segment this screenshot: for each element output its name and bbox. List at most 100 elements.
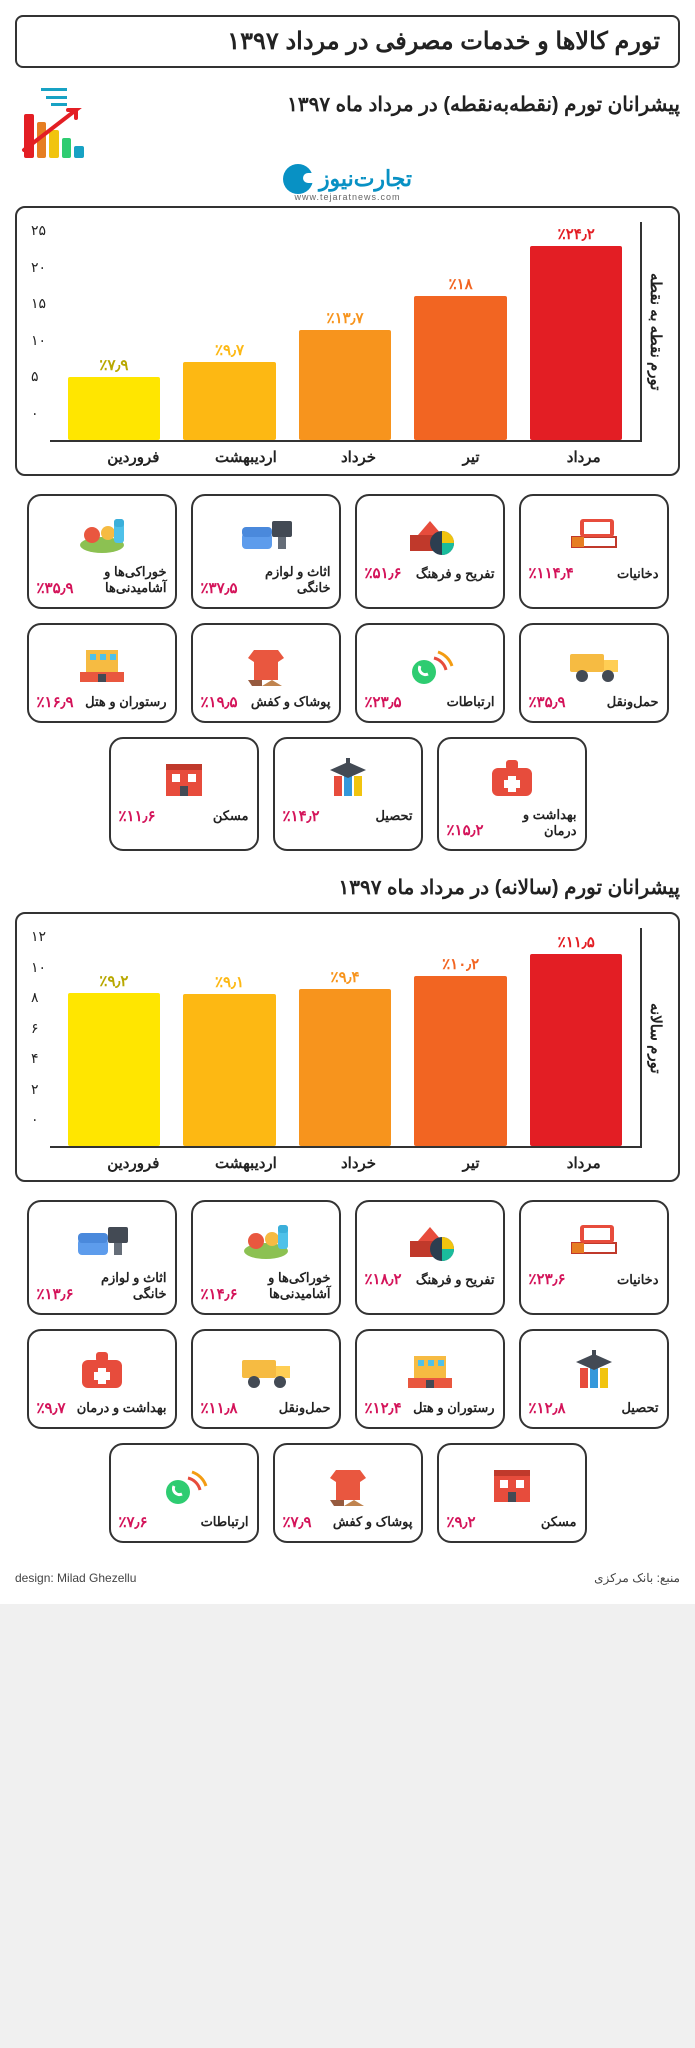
category-card: مسکن ٪۹٫۲ (437, 1443, 587, 1543)
category-card: خوراکی‌ها و آشامیدنی‌ها٪۱۴٫۶ (191, 1200, 341, 1315)
recreation-icon (394, 504, 466, 560)
card-percent: ٪۲۳٫۵ (365, 693, 402, 711)
section-2-title: پیشرانان تورم (سالانه) در مرداد ماه ۱۳۹۷ (15, 875, 680, 900)
card-label: دخانیات (617, 566, 659, 582)
card-percent: ٪۷٫۹ (283, 1513, 312, 1531)
card-label: مسکن (541, 1514, 577, 1530)
card-label: مسکن (213, 808, 249, 824)
food-icon (230, 1210, 302, 1266)
card-label: پوشاک و کفش (333, 1514, 413, 1530)
card-label: تفریح و فرهنگ (416, 1272, 495, 1288)
section-1-header: پیشرانان تورم (نقطه‌به‌نقطه) در مرداد ما… (15, 82, 680, 158)
category-card: خوراکی‌ها و آشامیدنی‌ها٪۳۵٫۹ (27, 494, 177, 609)
bar: ٪۱۱٫۵ (530, 933, 622, 1146)
category-card: حمل‌ونقل ٪۳۵٫۹ (519, 623, 669, 723)
category-card: تفریح و فرهنگ ٪۱۸٫۲ (355, 1200, 505, 1315)
health-icon (476, 747, 548, 803)
category-card: دخانیات٪۱۱۴٫۴ (519, 494, 669, 609)
card-label: اثاث و لوازم خانگی (78, 1270, 167, 1303)
housing-icon (148, 747, 220, 803)
chart-2-yticks: ۱۲۱۰۸۶۴۲۰ (27, 928, 50, 1148)
card-percent: ٪۱۳٫۶ (37, 1285, 74, 1303)
furniture-icon (230, 504, 302, 560)
card-percent: ٪۱۱٫۸ (201, 1399, 238, 1417)
card-label: رستوران و هتل (413, 1400, 494, 1416)
tobacco-icon (558, 504, 630, 560)
card-label: حمل‌ونقل (279, 1400, 331, 1416)
card-percent: ٪۳۷٫۵ (201, 579, 238, 597)
transport-icon (230, 1339, 302, 1395)
chart-2-xlabels: مردادتیرخرداداردیبهشتفروردین (27, 1148, 668, 1172)
card-percent: ٪۷٫۶ (119, 1513, 148, 1531)
clothing-icon (312, 1453, 384, 1509)
category-card: مسکن ٪۱۱٫۶ (109, 737, 259, 852)
category-card: پوشاک و کفش ٪۱۹٫۵ (191, 623, 341, 723)
card-label: حمل‌ونقل (607, 694, 659, 710)
housing-icon (476, 1453, 548, 1509)
tobacco-icon (558, 1210, 630, 1266)
category-card: اثاث و لوازم خانگی٪۱۳٫۶ (27, 1200, 177, 1315)
chart-2-ylabel: تورم سالانه (642, 928, 668, 1148)
card-label: رستوران و هتل (85, 694, 166, 710)
category-card: اثاث و لوازم خانگی٪۳۷٫۵ (191, 494, 341, 609)
card-label: تفریح و فرهنگ (416, 566, 495, 582)
transport-icon (558, 633, 630, 689)
brand-logo: تجارت‌نیوز www.tejaratnews.com (15, 164, 680, 202)
category-card: رستوران و هتل ٪۱۶٫۹ (27, 623, 177, 723)
card-percent: ٪۱۵٫۲ (447, 821, 484, 839)
card-label: دخانیات (617, 1272, 659, 1288)
source-text: منبع: بانک مرکزی (594, 1571, 680, 1585)
bar: ٪۱۰٫۲ (414, 955, 506, 1146)
brand-text: تجارت‌نیوز (319, 166, 412, 192)
category-card: تفریح و فرهنگ٪۵۱٫۶ (355, 494, 505, 609)
card-percent: ٪۱۹٫۵ (201, 693, 238, 711)
card-percent: ٪۱۶٫۹ (37, 693, 74, 711)
health-icon (66, 1339, 138, 1395)
card-label: تحصیل (375, 808, 412, 824)
bar: ٪۹٫۷ (183, 341, 275, 440)
hotel-icon (394, 1339, 466, 1395)
card-label: اثاث و لوازم خانگی (242, 564, 331, 597)
footer: منبع: بانک مرکزی design: Milad Ghezellu (15, 1567, 680, 1589)
category-grid-1: دخانیات٪۱۱۴٫۴تفریح و فرهنگ٪۵۱٫۶اثاث و لو… (15, 494, 680, 851)
category-grid-2: دخانیات٪۲۳٫۶ تفریح و فرهنگ ٪۱۸٫۲ خوراکی‌ها … (15, 1200, 680, 1543)
card-label: ارتباطات (447, 694, 495, 710)
chart-1-box: تورم نقطه به نقطه ٪۲۴٫۲٪۱۸٪۱۳٫۷٪۹٫۷٪۷٫۹ … (15, 206, 680, 476)
category-card: ارتباطات ٪۲۳٫۵ (355, 623, 505, 723)
category-card: ارتباطات٪۷٫۶ (109, 1443, 259, 1543)
category-card: دخانیات٪۲۳٫۶ (519, 1200, 669, 1315)
chart-1-yticks: ۲۵۲۰۱۵۱۰۵۰ (27, 222, 50, 442)
bar: ٪۲۴٫۲ (530, 225, 622, 440)
category-card: تحصیل ٪۱۴٫۲ (273, 737, 423, 852)
card-percent: ٪۳۵٫۹ (529, 693, 566, 711)
category-card: تحصیل٪۱۲٫۸ (519, 1329, 669, 1429)
card-percent: ٪۱۱٫۶ (119, 807, 156, 825)
page-title: تورم کالاها و خدمات مصرفی در مرداد ۱۳۹۷ (35, 27, 660, 56)
recreation-icon (394, 1210, 466, 1266)
education-icon (558, 1339, 630, 1395)
card-label: تحصیل (621, 1400, 658, 1416)
section-1-title: پیشرانان تورم (نقطه‌به‌نقطه) در مرداد ما… (103, 82, 680, 117)
chart-1-ylabel: تورم نقطه به نقطه (642, 222, 668, 442)
card-percent: ٪۱۴٫۲ (283, 807, 320, 825)
card-percent: ٪۹٫۲ (447, 1513, 476, 1531)
brand-url: www.tejaratnews.com (15, 192, 680, 202)
chart-2-plot: ٪۱۱٫۵٪۱۰٫۲٪۹٫۴٪۹٫۱٪۹٫۲ (50, 928, 642, 1148)
bar: ٪۹٫۱ (183, 973, 275, 1146)
header-box: تورم کالاها و خدمات مصرفی در مرداد ۱۳۹۷ (15, 15, 680, 68)
clothing-icon (230, 633, 302, 689)
design-credit: design: Milad Ghezellu (15, 1571, 136, 1585)
chart-1-plot: ٪۲۴٫۲٪۱۸٪۱۳٫۷٪۹٫۷٪۷٫۹ (50, 222, 642, 442)
card-percent: ٪۱۴٫۶ (201, 1285, 238, 1303)
growth-icon (15, 82, 93, 158)
chart-2-box: تورم سالانه ٪۱۱٫۵٪۱۰٫۲٪۹٫۴٪۹٫۱٪۹٫۲ ۱۲۱۰۸… (15, 912, 680, 1182)
card-label: خوراکی‌ها و آشامیدنی‌ها (242, 1270, 331, 1303)
category-card: بهداشت و درمان٪۱۵٫۲ (437, 737, 587, 852)
card-percent: ٪۱۸٫۲ (365, 1270, 402, 1288)
mini-bar-chart-icon (24, 110, 84, 158)
card-label: پوشاک و کفش (251, 694, 331, 710)
card-percent: ٪۱۲٫۴ (365, 1399, 402, 1417)
card-label: بهداشت و درمان (488, 807, 577, 840)
food-icon (66, 504, 138, 560)
category-card: پوشاک و کفش ٪۷٫۹ (273, 1443, 423, 1543)
